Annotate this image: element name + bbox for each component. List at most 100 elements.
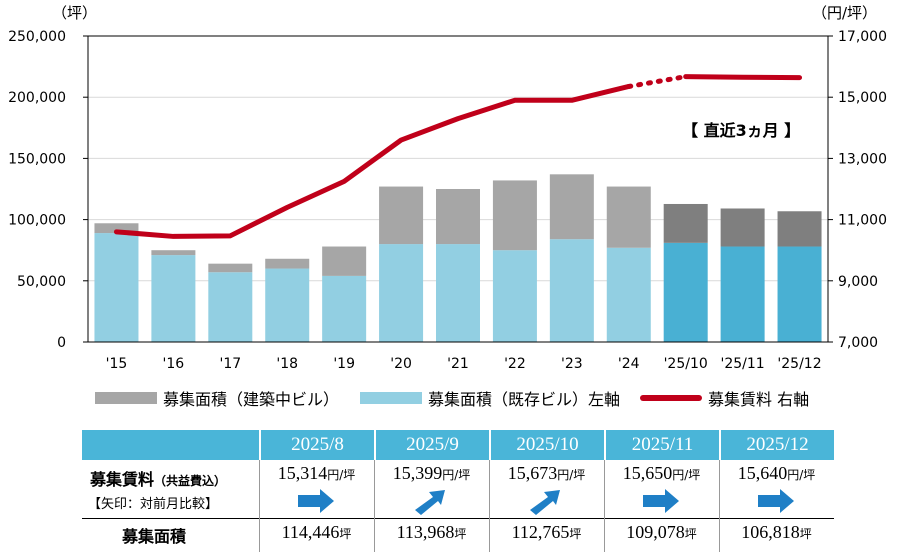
area-value: 113,968坪 [374, 522, 489, 543]
bar-existing [208, 272, 253, 342]
rent-label: 募集賃料 [90, 470, 155, 489]
x-tick-label: '16 [163, 356, 185, 372]
arrow-note: 【矢印：対前月比較】 [88, 497, 219, 512]
x-tick-label: '19 [333, 356, 355, 372]
area-value-number: 112,765 [511, 522, 570, 542]
month-header: 2025/10 [489, 430, 604, 460]
x-tick-label: '25/10 [664, 356, 708, 372]
legend-existing-label: 募集面積（既存ビル）左軸 [428, 390, 621, 409]
col-divider [259, 460, 260, 552]
arrow-flat-icon [643, 489, 679, 513]
area-unit: 坪 [799, 527, 812, 541]
legend-existing: 募集面積（既存ビル）左軸 [360, 384, 620, 412]
legend-rent: 募集賃料 右軸 [640, 384, 809, 412]
rent-label-sub: （共益費込） [154, 474, 227, 488]
legend-existing-swatch [360, 392, 422, 404]
bar-construction [151, 250, 196, 256]
rent-unit: 円/坪 [787, 468, 816, 482]
y-left-tick-label: 0 [57, 335, 66, 351]
bar-existing [436, 244, 480, 342]
x-tick-label: '17 [219, 356, 241, 372]
arrow-up-icon [415, 490, 445, 515]
area-value: 106,818坪 [719, 522, 834, 543]
bar-construction [720, 208, 765, 247]
rent-line-dotted [626, 74, 689, 89]
legend-rent-label: 募集賃料 右軸 [708, 390, 810, 409]
col-divider [489, 460, 490, 552]
legend-rent-line [640, 395, 702, 401]
arrow-flat-icon [298, 489, 334, 513]
rent-unit: 円/坪 [442, 468, 471, 482]
col-divider [604, 460, 605, 552]
y-left-tick-label: 50,000 [17, 274, 66, 290]
legend-construction: 募集面積（建築中ビル） [95, 384, 339, 412]
bar-construction [379, 186, 424, 245]
bar-existing [549, 239, 594, 342]
area-unit: 坪 [569, 527, 582, 541]
legend-construction-swatch [95, 392, 157, 404]
area-value-number: 109,078 [626, 522, 685, 542]
rent-value: 15,640円/坪 [719, 463, 834, 484]
rent-value-number: 15,399 [392, 463, 443, 483]
legend: 募集面積（建築中ビル） 募集面積（既存ビル）左軸 募集賃料 右軸 [95, 384, 875, 412]
x-tick-label: '20 [390, 356, 412, 372]
arrow-flat-icon [758, 489, 794, 513]
rent-line [113, 83, 632, 239]
rent-value: 15,399円/坪 [374, 463, 489, 484]
x-tick-label: '23 [561, 356, 583, 372]
rent-unit: 円/坪 [327, 468, 356, 482]
x-tick-label: '18 [276, 356, 298, 372]
area-value-number: 113,968 [396, 522, 455, 542]
month-header: 2025/12 [719, 430, 834, 460]
y-left-tick-label: 200,000 [8, 90, 66, 106]
y-left-axis-label: （坪） [52, 4, 97, 22]
area-row-label: 募集面積 [122, 527, 187, 546]
bar-existing [94, 233, 139, 342]
x-tick-label: '25/11 [721, 356, 765, 372]
y-left-tick-label: 150,000 [8, 151, 66, 167]
bar-existing [322, 275, 367, 342]
bar-construction [663, 203, 708, 243]
bar-existing [151, 255, 196, 342]
bar-construction [777, 211, 822, 247]
x-tick-label: '21 [447, 356, 469, 372]
x-tick-label: '22 [504, 356, 526, 372]
bar-construction [94, 223, 139, 234]
legend-construction-label: 募集面積（建築中ビル） [163, 390, 340, 409]
bar-construction [606, 186, 651, 248]
rent-value-number: 15,673 [507, 463, 558, 483]
x-tick-label: '24 [618, 356, 640, 372]
area-unit: 坪 [454, 527, 467, 541]
area-value: 114,446坪 [259, 522, 374, 543]
rent-value: 15,650円/坪 [604, 463, 719, 484]
bar-existing [265, 268, 310, 342]
rent-row-label: 募集賃料（共益費込） [90, 466, 226, 490]
recent-3-months-annotation: 【 直近3ヵ月 】 [682, 121, 801, 140]
bar-existing [492, 250, 537, 342]
bar-construction [492, 180, 537, 251]
rent-unit: 円/坪 [672, 468, 701, 482]
col-divider [374, 460, 375, 552]
bar-construction [322, 246, 367, 276]
rent-value-number: 15,314 [277, 463, 328, 483]
area-value-number: 106,818 [741, 522, 800, 542]
bar-existing [777, 246, 822, 342]
arrow-up-icon [530, 490, 560, 515]
x-tick-label: '15 [106, 356, 128, 372]
area-unit: 坪 [684, 527, 697, 541]
area-value-number: 114,446 [281, 522, 340, 542]
area-value: 112,765坪 [489, 522, 604, 543]
rent-value: 15,314円/坪 [259, 463, 374, 484]
rent-line-recent [683, 74, 803, 81]
rent-value-number: 15,650 [622, 463, 673, 483]
rent-value-number: 15,640 [737, 463, 788, 483]
area-unit: 坪 [339, 527, 352, 541]
month-header: 2025/9 [374, 430, 489, 460]
bar-existing [379, 244, 424, 342]
bar-construction [265, 258, 310, 269]
y-right-tick-label: 17,000 [838, 29, 887, 45]
y-right-tick-label: 7,000 [838, 335, 878, 351]
month-header: 2025/8 [259, 430, 374, 460]
bar-construction [208, 263, 253, 273]
rent-unit: 円/坪 [557, 468, 586, 482]
